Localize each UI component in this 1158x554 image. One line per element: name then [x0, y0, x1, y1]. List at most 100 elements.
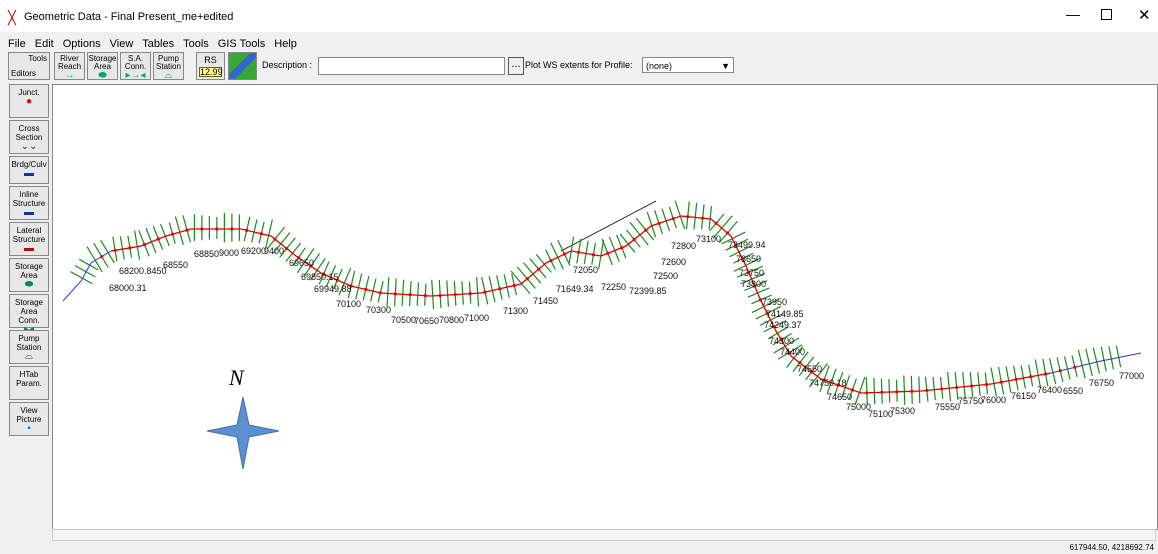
xs-node — [758, 298, 763, 302]
toolbar-button[interactable]: Pump Station ⌓ — [153, 52, 184, 81]
left-tool-button[interactable]: Inline Structure ▬ — [9, 186, 49, 220]
menu-item[interactable]: Edit — [34, 38, 54, 50]
left-tool-icon: ● — [25, 96, 33, 107]
editors-label: Editors — [11, 69, 36, 78]
menu-item[interactable]: Tools — [183, 38, 209, 50]
cross-section — [1092, 347, 1101, 374]
xs-node — [865, 391, 869, 395]
left-tool-label: Inline — [19, 190, 39, 199]
map-button[interactable] — [228, 52, 257, 80]
station-label: 76000 — [981, 395, 1006, 405]
maximize[interactable] — [1101, 9, 1112, 20]
xs-node — [686, 215, 690, 219]
xs-node — [549, 259, 553, 263]
button-icon: → — [64, 70, 75, 81]
station-label: 76400 — [1037, 385, 1062, 395]
left-tool-button[interactable]: Brdg/Culv ▬ — [9, 156, 49, 184]
left-tool-button[interactable]: Cross Section ⌄⌄ — [9, 120, 49, 154]
browse-button[interactable]: ... — [508, 57, 524, 75]
station-label: 69949.88 — [314, 284, 352, 294]
xs-node — [335, 278, 339, 282]
cross-section — [1005, 366, 1012, 393]
cross-section — [598, 239, 605, 270]
cross-section — [325, 265, 337, 288]
left-tool-label: Storage — [14, 262, 44, 271]
xs-node — [483, 290, 487, 294]
xs-node — [577, 250, 581, 254]
button-label: S.A. — [127, 54, 144, 63]
profile-select[interactable]: (none) ▼ — [642, 57, 734, 73]
cross-section — [1108, 346, 1115, 370]
xs-node — [910, 389, 914, 393]
xs-node — [170, 232, 175, 236]
station-label: 72500 — [653, 271, 678, 281]
left-tool-icon: ▬ — [24, 207, 34, 218]
toolbar-button[interactable]: S.A. Conn. ▸→◂ — [120, 52, 151, 81]
left-tool-button[interactable]: HTab Param. — [9, 366, 49, 400]
station-label: 73650 — [736, 254, 761, 264]
xs-node — [940, 387, 944, 391]
xs-node — [259, 232, 263, 236]
menu-item[interactable]: Tables — [142, 38, 175, 50]
cross-section — [488, 276, 496, 303]
station-label: 69850.15 — [301, 272, 339, 282]
left-tool-button[interactable]: View Picture ▪ — [9, 402, 49, 436]
xs-node — [810, 370, 814, 374]
tools-editors[interactable]: Tools Editors — [8, 52, 50, 80]
cross-section — [338, 267, 352, 296]
left-tool-icon: ⌓ — [25, 351, 33, 362]
menu-item[interactable]: View — [109, 38, 134, 50]
minimize[interactable]: — — [1066, 6, 1080, 22]
station-label: 73499.94 — [728, 240, 766, 250]
menu-item[interactable]: Options — [62, 38, 101, 50]
close[interactable]: ✕ — [1138, 7, 1151, 24]
cross-section — [751, 298, 779, 314]
xs-node — [245, 228, 249, 232]
menu-item[interactable]: File — [8, 38, 26, 50]
button-label: Conn. — [124, 62, 147, 71]
xs-node — [836, 383, 840, 387]
left-tool-label: Param. — [16, 379, 42, 388]
xs-node — [895, 390, 899, 394]
toolbar-button[interactable]: River Reach → — [54, 52, 85, 81]
description-input[interactable] — [318, 57, 505, 75]
xs-node — [408, 293, 412, 297]
left-tool-button[interactable]: Pump Station ⌓ — [9, 330, 49, 364]
toolbar-button[interactable]: Storage Area ⬬ — [87, 52, 118, 81]
xs-node — [230, 227, 234, 231]
xs-node — [606, 251, 610, 255]
menu-item[interactable]: Help — [274, 38, 297, 50]
xs-node — [657, 221, 661, 225]
station-label: 74400 — [780, 347, 805, 357]
cross-section — [841, 375, 851, 398]
button-icon: ▸→◂ — [125, 70, 146, 81]
station-label: 71000 — [464, 313, 489, 323]
station-label: 9400 — [264, 246, 284, 256]
rs-button[interactable]: RS 12.99 — [196, 52, 225, 80]
station-label: 72600 — [661, 257, 686, 267]
xs-node — [753, 284, 757, 288]
xs-node — [880, 390, 884, 394]
xs-node — [701, 216, 705, 220]
xs-node — [1029, 375, 1033, 379]
station-label: 68550 — [163, 260, 188, 270]
left-tool-button[interactable]: Lateral Structure ▬ — [9, 222, 49, 256]
cross-section — [296, 248, 315, 274]
left-tool-button[interactable]: Storage Area ⬬ — [9, 258, 49, 292]
station-label: 9000 — [219, 248, 239, 258]
xs-node — [1014, 377, 1018, 382]
leader-line — [560, 200, 657, 252]
button-label: Pump — [158, 54, 179, 63]
left-tool-button[interactable]: Junct. ● — [9, 84, 49, 118]
xs-node — [364, 287, 368, 292]
tools-label: Tools — [28, 54, 47, 63]
h-scrollbar[interactable] — [52, 529, 1156, 541]
xs-node — [393, 292, 397, 296]
left-tool-label: Area Conn. — [18, 307, 40, 325]
menu-item[interactable]: GIS Tools — [217, 38, 266, 50]
app-icon: ╳ — [8, 10, 16, 25]
cross-section — [119, 236, 125, 260]
cross-section — [134, 230, 141, 260]
